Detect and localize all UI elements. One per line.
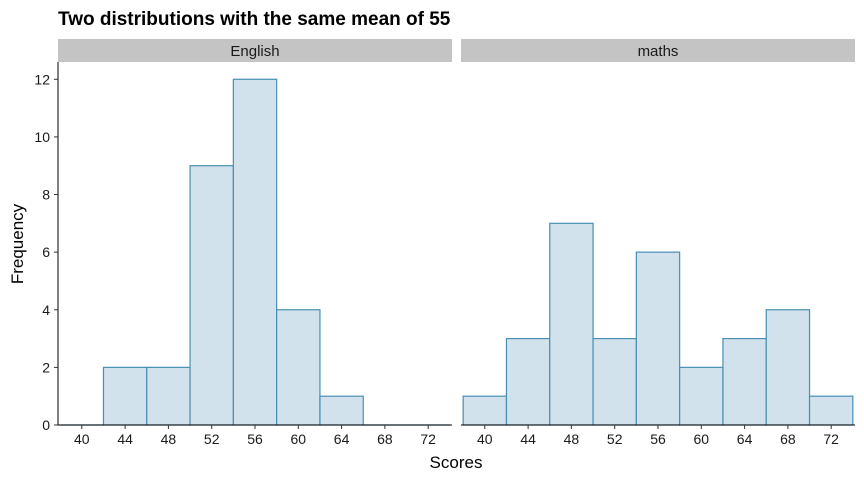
x-tick-label: 52 [607, 431, 623, 447]
x-tick-label: 64 [334, 431, 350, 447]
histogram-bar [189, 165, 234, 426]
histogram-bar [319, 395, 364, 426]
histogram-bar [635, 251, 681, 426]
histogram-bar [505, 337, 551, 426]
histogram-bar [462, 395, 508, 426]
strip-maths [461, 39, 855, 62]
bars-english [60, 78, 450, 426]
histogram-bar [549, 222, 594, 426]
bars-maths [462, 222, 854, 426]
x-tick-label: 56 [650, 431, 666, 447]
x-axis-title: Scores [430, 453, 483, 472]
x-tick-label: 56 [247, 431, 263, 447]
y-axis-title: Frequency [8, 203, 27, 284]
y-tick-label: 10 [34, 129, 50, 145]
strip-english [58, 39, 452, 62]
strip-label-english: English [230, 43, 279, 60]
x-tick-label: 68 [780, 431, 796, 447]
histogram-bar [722, 337, 767, 426]
facet-maths: maths [461, 39, 855, 426]
y-tick-label: 6 [42, 244, 50, 260]
y-tick-label: 8 [42, 187, 50, 203]
x-tick-label: 68 [377, 431, 393, 447]
y-tick-label: 2 [42, 359, 50, 375]
x-tick-label: 48 [161, 431, 177, 447]
x-tick-label: 44 [117, 431, 133, 447]
x-tick-label: 64 [737, 431, 753, 447]
axes: 40 44 48 52 56 60 64 68 72 40 44 48 52 56 60 64 68 720246… [34, 62, 855, 447]
x-tick-label: 52 [204, 431, 220, 447]
x-tick-label: 72 [823, 431, 839, 447]
x-tick-label: 40 [477, 431, 493, 447]
y-tick-label: 0 [42, 417, 50, 433]
x-tick-label: 48 [564, 431, 580, 447]
histogram-bar [679, 366, 724, 426]
x-tick-label: 72 [420, 431, 436, 447]
histogram-bar [232, 78, 278, 426]
histogram-bar [102, 366, 148, 426]
y-tick-label: 4 [42, 302, 50, 318]
histogram-bar [276, 309, 321, 426]
x-tick-label: 60 [694, 431, 710, 447]
histogram-bar [808, 395, 854, 426]
x-tick-label: 44 [520, 431, 536, 447]
histogram-bar [146, 366, 191, 426]
strip-label-maths: maths [638, 43, 679, 60]
histogram-bar [592, 337, 637, 426]
chart-title: Two distributions with the same mean of … [58, 9, 451, 30]
y-tick-label: 12 [34, 71, 50, 87]
histogram-bar [765, 309, 811, 426]
x-tick-label: 60 [291, 431, 307, 447]
facet-english: English [58, 39, 452, 426]
x-tick-label: 40 [74, 431, 90, 447]
